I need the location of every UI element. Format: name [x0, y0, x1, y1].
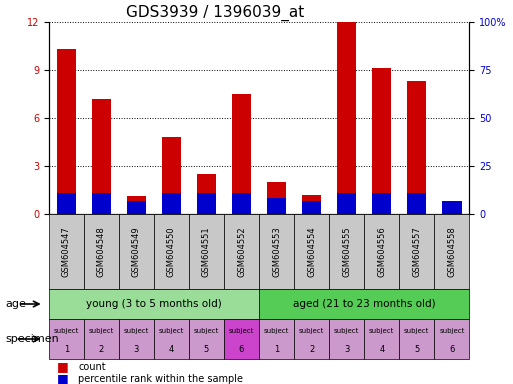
Text: 6: 6 — [239, 344, 244, 354]
Text: subject: subject — [229, 328, 254, 334]
Text: ■: ■ — [57, 360, 69, 373]
Bar — [294, 214, 329, 289]
Bar — [302, 201, 321, 214]
Text: subject: subject — [334, 328, 360, 334]
Text: 4: 4 — [379, 344, 384, 354]
Text: 2: 2 — [309, 344, 314, 354]
Bar — [329, 214, 364, 289]
Bar — [49, 319, 84, 359]
Text: GSM604553: GSM604553 — [272, 226, 281, 277]
Bar — [399, 319, 435, 359]
Text: GDS3939 / 1396039_at: GDS3939 / 1396039_at — [126, 5, 305, 21]
Text: 3: 3 — [344, 344, 349, 354]
Text: 1: 1 — [64, 344, 69, 354]
Text: GSM604551: GSM604551 — [202, 226, 211, 277]
Bar — [119, 319, 154, 359]
Text: GSM604558: GSM604558 — [447, 226, 457, 277]
Bar — [154, 319, 189, 359]
Text: subject: subject — [53, 328, 79, 334]
Text: GSM604555: GSM604555 — [342, 226, 351, 277]
Bar — [259, 289, 469, 319]
Bar — [56, 193, 76, 214]
Bar — [302, 195, 321, 214]
Text: subject: subject — [404, 328, 429, 334]
Bar — [337, 22, 357, 214]
Text: GSM604548: GSM604548 — [97, 226, 106, 277]
Bar — [92, 99, 111, 214]
Text: count: count — [78, 361, 106, 371]
Text: GSM604550: GSM604550 — [167, 226, 176, 277]
Bar — [84, 319, 119, 359]
Text: ■: ■ — [57, 372, 69, 384]
Text: subject: subject — [439, 328, 465, 334]
Bar — [119, 214, 154, 289]
Bar — [127, 201, 146, 214]
Bar — [92, 193, 111, 214]
Text: GSM604557: GSM604557 — [412, 226, 421, 277]
Bar — [442, 201, 462, 214]
Text: 2: 2 — [98, 344, 104, 354]
Text: subject: subject — [299, 328, 324, 334]
Bar — [337, 193, 357, 214]
Text: age: age — [5, 299, 26, 309]
Bar — [154, 214, 189, 289]
Text: subject: subject — [194, 328, 219, 334]
Text: 5: 5 — [414, 344, 420, 354]
Bar — [329, 319, 364, 359]
Text: GSM604556: GSM604556 — [377, 226, 386, 277]
Bar — [364, 214, 399, 289]
Text: 1: 1 — [274, 344, 279, 354]
Bar — [435, 214, 469, 289]
Bar — [407, 193, 426, 214]
Text: percentile rank within the sample: percentile rank within the sample — [78, 374, 243, 384]
Text: 4: 4 — [169, 344, 174, 354]
Bar — [162, 137, 181, 214]
Bar — [399, 214, 435, 289]
Bar — [224, 214, 259, 289]
Text: 3: 3 — [134, 344, 139, 354]
Bar — [407, 81, 426, 214]
Bar — [364, 319, 399, 359]
Bar — [232, 193, 251, 214]
Text: subject: subject — [124, 328, 149, 334]
Text: subject: subject — [369, 328, 394, 334]
Bar — [84, 214, 119, 289]
Text: 6: 6 — [449, 344, 455, 354]
Bar — [442, 212, 462, 214]
Bar — [49, 214, 84, 289]
Bar — [259, 319, 294, 359]
Text: 5: 5 — [204, 344, 209, 354]
Text: specimen: specimen — [5, 334, 59, 344]
Bar — [224, 319, 259, 359]
Bar — [189, 319, 224, 359]
Text: aged (21 to 23 months old): aged (21 to 23 months old) — [293, 299, 436, 309]
Text: young (3 to 5 months old): young (3 to 5 months old) — [86, 299, 222, 309]
Bar — [197, 193, 216, 214]
Text: subject: subject — [264, 328, 289, 334]
Text: GSM604547: GSM604547 — [62, 226, 71, 277]
Bar — [162, 193, 181, 214]
Text: GSM604554: GSM604554 — [307, 226, 316, 277]
Bar — [259, 214, 294, 289]
Bar — [49, 289, 259, 319]
Bar — [127, 196, 146, 214]
Bar — [435, 319, 469, 359]
Bar — [189, 214, 224, 289]
Text: subject: subject — [159, 328, 184, 334]
Bar — [197, 174, 216, 214]
Bar — [232, 94, 251, 214]
Text: GSM604552: GSM604552 — [237, 226, 246, 277]
Text: subject: subject — [89, 328, 114, 334]
Bar — [294, 319, 329, 359]
Text: GSM604549: GSM604549 — [132, 226, 141, 277]
Bar — [267, 182, 286, 214]
Bar — [267, 198, 286, 214]
Bar — [372, 193, 391, 214]
Bar — [56, 49, 76, 214]
Bar — [372, 68, 391, 214]
